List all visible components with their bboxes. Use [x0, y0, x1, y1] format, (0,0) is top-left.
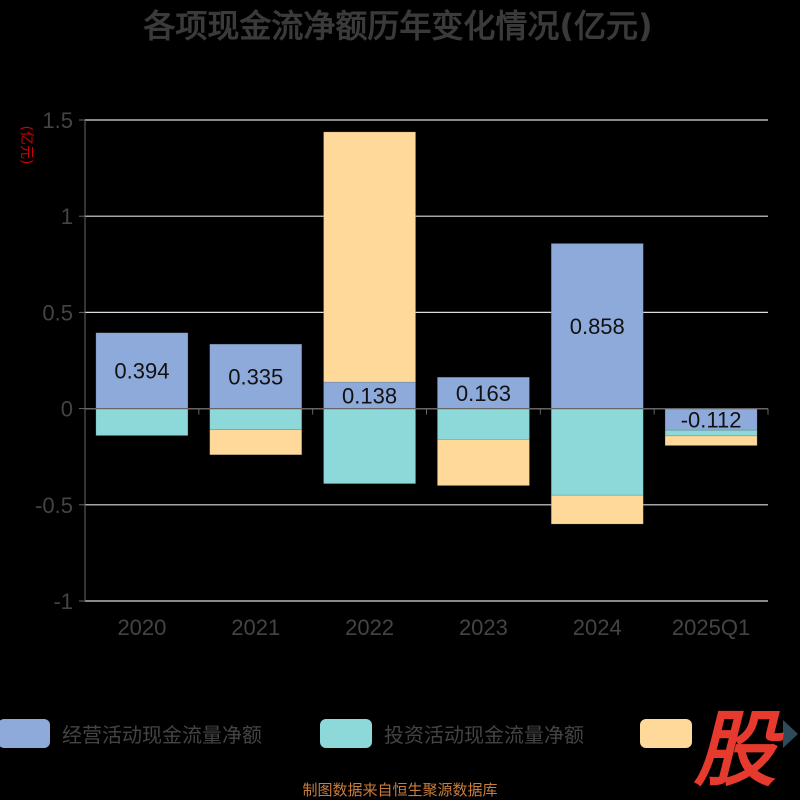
- bars: [95, 131, 758, 525]
- bar-segment-series-0[interactable]: [209, 343, 303, 409]
- data-label: 0.394: [114, 359, 169, 384]
- legend-swatch-investing[interactable]: [320, 719, 372, 748]
- x-tick-label: 2021: [231, 615, 280, 640]
- y-tick-label: -1: [53, 589, 73, 614]
- bar-segment-series-1[interactable]: [95, 408, 189, 436]
- y-tick-label: 1.5: [42, 108, 73, 133]
- legend-next-page-arrow-icon[interactable]: [783, 720, 798, 748]
- axes: 2020 2021 2022 2023 2024 2025Q1: [84, 120, 769, 640]
- bar-segment-series-2[interactable]: [664, 435, 758, 446]
- x-tick-label: 2022: [345, 615, 394, 640]
- bar-segment-series-2[interactable]: [323, 131, 416, 383]
- bar-segment-series-2[interactable]: [437, 439, 530, 486]
- bar-segment-series-1[interactable]: [437, 408, 530, 440]
- y-tick-label: 0: [61, 397, 73, 422]
- bar-segment-series-2[interactable]: [550, 494, 644, 525]
- legend-swatch-financing[interactable]: [640, 719, 692, 748]
- legend: 经营活动现金流量净额 投资活动现金流量净额: [0, 719, 798, 748]
- y-tick-label: 0.5: [42, 300, 73, 325]
- logo-watermark: 股: [693, 703, 784, 798]
- x-tick-label: 2020: [117, 615, 166, 640]
- x-tick-label: 2025Q1: [672, 615, 750, 640]
- data-label: 0.163: [456, 381, 511, 406]
- data-label: 0.858: [570, 314, 625, 339]
- data-labels: 0.394 0.335 0.138 0.163 0.858 -0.112: [114, 314, 741, 432]
- bar-segment-series-1[interactable]: [323, 408, 416, 484]
- y-tick-label: -0.5: [35, 493, 73, 518]
- data-label: 0.335: [228, 364, 283, 389]
- bar-segment-series-0[interactable]: [437, 376, 530, 409]
- legend-label-operating[interactable]: 经营活动现金流量净额: [62, 723, 262, 747]
- bar-segment-series-1[interactable]: [550, 408, 644, 496]
- legend-swatch-operating[interactable]: [0, 719, 50, 748]
- bar-segment-series-0[interactable]: [550, 243, 644, 409]
- bar-segment-series-2[interactable]: [209, 429, 303, 456]
- chart-title: 各项现金流净额历年变化情况(亿元): [143, 7, 652, 45]
- data-label: -0.112: [681, 407, 742, 432]
- legend-label-investing[interactable]: 投资活动现金流量净额: [384, 723, 584, 747]
- x-tick-label: 2023: [459, 615, 508, 640]
- source-note: 制图数据来自恒生聚源数据库: [302, 781, 497, 799]
- y-tick-label: 1: [61, 204, 73, 229]
- x-tick-label: 2024: [573, 615, 622, 640]
- y-axis-unit-label: (亿元): [18, 126, 34, 165]
- bar-segment-series-1[interactable]: [209, 408, 303, 431]
- data-label: 0.138: [342, 383, 397, 408]
